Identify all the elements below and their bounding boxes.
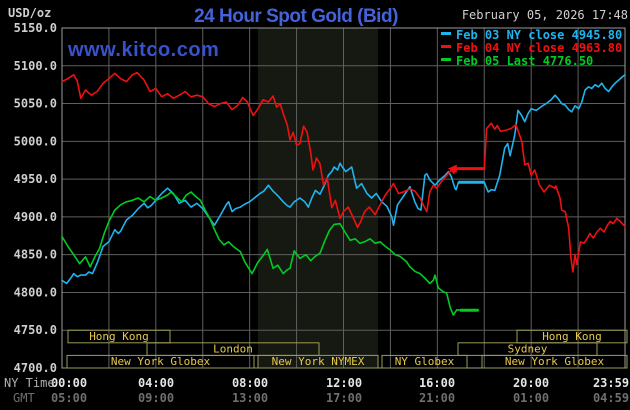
gmt-time-tick: 05:00 xyxy=(51,391,87,405)
chart-title: 24 Hour Spot Gold (Bid) xyxy=(194,6,398,27)
session-box xyxy=(66,354,255,369)
kitco-watermark: www.kitco.com xyxy=(67,39,219,61)
nymex-shaded-band-layer xyxy=(257,28,378,368)
ny-time-tick: 20:00 xyxy=(513,376,549,390)
y-axis-labels: 5150.0 5100.0 5050.0 5000.0 4950.0 4900.0 4850… xyxy=(14,21,57,375)
ny-close-arrow xyxy=(447,164,457,173)
ny-time-axis-label: NY Time xyxy=(4,376,55,390)
ny-time-tick: 00:00 xyxy=(51,376,87,390)
session-label: New York Globex xyxy=(505,355,605,368)
price-series-layer xyxy=(61,71,626,316)
gmt-time-tick: 17:00 xyxy=(326,391,362,405)
ny-time-tick: 16:00 xyxy=(419,376,455,390)
series-line-1 xyxy=(61,71,626,273)
session-box xyxy=(67,329,171,344)
gmt-time-tick: 13:00 xyxy=(232,391,268,405)
session-label: New York NYMEX xyxy=(272,355,365,368)
unit-label: USD/oz xyxy=(8,6,51,20)
series-line-0 xyxy=(61,74,626,285)
legend-dash xyxy=(441,45,451,48)
session-box xyxy=(257,354,379,369)
session-label: Hong Kong xyxy=(89,330,149,343)
y-tick-label: 5100.0 xyxy=(14,59,57,73)
legend-dash xyxy=(441,58,451,61)
legend-entry: Feb 04 NY close 4963.80 xyxy=(456,41,622,55)
gmt-time-tick: 04:59 xyxy=(593,391,629,405)
ny-time-tick: 08:00 xyxy=(232,376,268,390)
ny-time-tick: 23:59 xyxy=(593,376,629,390)
y-tick-label: 4750.0 xyxy=(14,323,57,337)
legend-entry: Feb 05 Last 4776.50 xyxy=(456,54,593,68)
y-tick-label: 4700.0 xyxy=(14,361,57,375)
gmt-axis-label: GMT xyxy=(13,391,35,405)
y-tick-label: 4800.0 xyxy=(14,285,57,299)
y-tick-label: 4850.0 xyxy=(14,248,57,262)
session-label: London xyxy=(213,342,253,355)
ny-time-tick: 04:00 xyxy=(138,376,174,390)
y-tick-label: 4900.0 xyxy=(14,210,57,224)
gmt-time-tick: 21:00 xyxy=(419,391,455,405)
gmt-time-tick: 01:00 xyxy=(513,391,549,405)
y-tick-label: 5050.0 xyxy=(14,97,57,111)
y-tick-label: 4950.0 xyxy=(14,172,57,186)
datetime-stamp: February 05, 2026 17:48 xyxy=(462,8,628,22)
series-line-2 xyxy=(61,191,480,316)
legend-entry: Feb 03 NY close 4945.80 xyxy=(456,28,622,42)
ny-time-tick: 12:00 xyxy=(326,376,362,390)
nymex-session-shading xyxy=(257,28,378,368)
y-tick-label: 5000.0 xyxy=(14,134,57,148)
session-label: New York Globex xyxy=(111,355,211,368)
gmt-time-tick: 09:00 xyxy=(138,391,174,405)
y-tick-label: 5150.0 xyxy=(14,21,57,35)
legend-dash xyxy=(441,32,451,35)
session-label: Hong Kong xyxy=(542,330,602,343)
session-box xyxy=(481,354,628,369)
session-label: Sydney xyxy=(508,342,548,355)
session-label: NY Globex xyxy=(395,355,455,368)
session-box xyxy=(381,354,468,369)
